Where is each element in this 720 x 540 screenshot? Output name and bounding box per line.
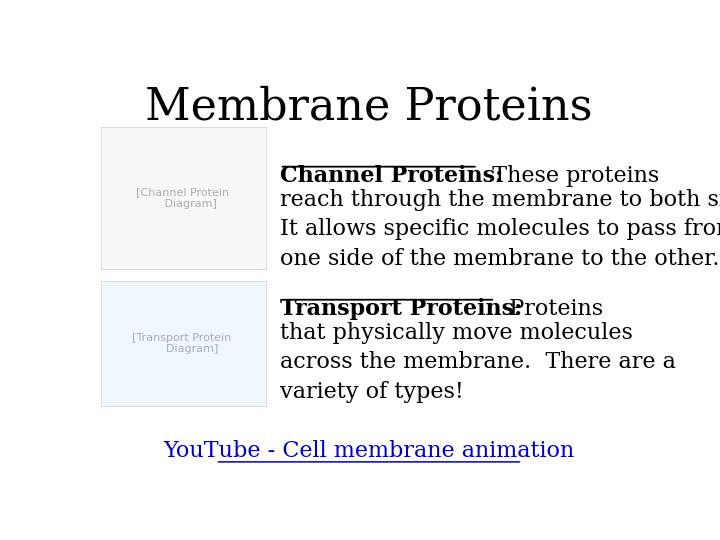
FancyBboxPatch shape: [101, 281, 266, 406]
FancyBboxPatch shape: [101, 127, 266, 268]
Text: Transport Proteins:: Transport Proteins:: [280, 298, 522, 320]
Text: [Transport Protein
      Diagram]: [Transport Protein Diagram]: [132, 333, 232, 354]
Text: [Channel Protein
     Diagram]: [Channel Protein Diagram]: [135, 187, 229, 208]
Text: Channel Proteins:: Channel Proteins:: [280, 165, 503, 187]
Text: that physically move molecules
across the membrane.  There are a
variety of type: that physically move molecules across th…: [280, 322, 675, 403]
Text: YouTube - Cell membrane animation: YouTube - Cell membrane animation: [163, 441, 575, 462]
Text: Membrane Proteins: Membrane Proteins: [145, 85, 593, 129]
Text: reach through the membrane to both sides.
It allows specific molecules to pass f: reach through the membrane to both sides…: [280, 188, 720, 270]
Text: These proteins: These proteins: [478, 165, 659, 187]
Text: Proteins: Proteins: [495, 298, 603, 320]
